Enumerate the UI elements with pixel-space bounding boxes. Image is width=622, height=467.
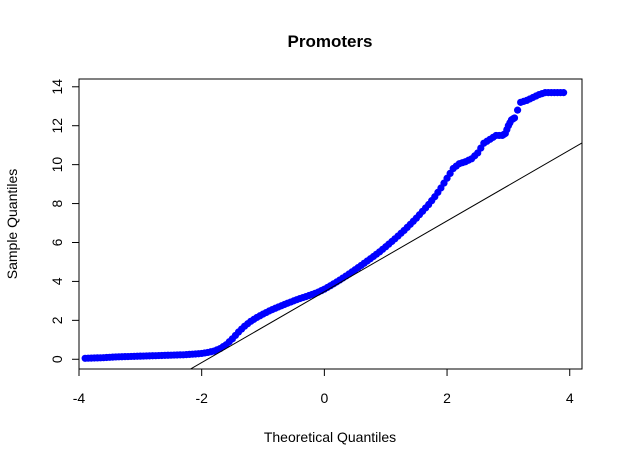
- data-point: [152, 352, 160, 360]
- data-point: [538, 89, 546, 98]
- y-axis-label: Sample Quantiles: [4, 169, 20, 280]
- x-tick-label: -2: [195, 390, 208, 406]
- data-point: [96, 354, 105, 362]
- data-point: [164, 351, 172, 359]
- data-point: [145, 352, 154, 360]
- data-point: [311, 289, 319, 297]
- data-point: [182, 350, 190, 359]
- data-point: [556, 89, 565, 97]
- data-point: [158, 351, 166, 360]
- data-point: [483, 137, 491, 145]
- data-point: [532, 92, 540, 100]
- x-tick-label: 2: [443, 390, 451, 406]
- data-points: [81, 89, 568, 362]
- data-point: [452, 162, 460, 170]
- y-tick-label: 6: [49, 238, 65, 246]
- data-point: [299, 293, 307, 302]
- data-point: [201, 349, 209, 357]
- data-point: [446, 169, 454, 177]
- data-point: [360, 259, 368, 267]
- data-point: [176, 351, 184, 359]
- data-point: [250, 315, 258, 323]
- data-point: [213, 346, 221, 354]
- data-point: [127, 352, 135, 361]
- reference-line: [189, 142, 582, 369]
- chart-title: Promoters: [287, 32, 372, 51]
- data-point: [262, 308, 270, 317]
- data-point: [348, 268, 356, 276]
- data-point: [520, 97, 528, 105]
- y-tick-label: 10: [49, 157, 65, 173]
- data-point: [458, 159, 466, 167]
- data-point: [237, 325, 246, 333]
- data-point: [195, 350, 203, 358]
- data-point: [244, 320, 252, 328]
- data-point: [225, 338, 233, 346]
- reference-line-group: [189, 142, 582, 369]
- data-point: [366, 255, 374, 263]
- data-point: [354, 263, 362, 272]
- data-point: [293, 296, 301, 304]
- y-tick-label: 0: [49, 355, 65, 363]
- x-axis: -4 -2 0 2 4: [73, 368, 574, 406]
- x-tick-label: 4: [566, 390, 574, 406]
- y-tick-label: 12: [49, 118, 65, 134]
- data-point: [464, 156, 473, 164]
- data-point: [103, 353, 111, 362]
- data-point: [121, 353, 129, 361]
- data-point: [421, 204, 430, 212]
- data-point: [207, 348, 215, 356]
- data-point: [139, 352, 148, 360]
- y-tick-label: 2: [49, 316, 65, 324]
- data-point: [503, 126, 511, 134]
- data-point: [477, 144, 485, 152]
- x-axis-label: Theoretical Quantiles: [264, 429, 396, 445]
- data-point: [391, 235, 399, 243]
- data-point: [268, 306, 276, 314]
- x-tick-label: 0: [320, 390, 328, 406]
- data-point: [440, 179, 448, 187]
- data-point: [372, 250, 381, 258]
- data-point: [489, 133, 497, 141]
- y-tick-label: 14: [49, 79, 65, 95]
- data-point: [305, 291, 313, 300]
- y-tick-label: 4: [49, 277, 65, 285]
- data-point: [342, 272, 350, 280]
- data-point: [188, 350, 197, 358]
- data-point: [274, 303, 282, 311]
- data-point: [428, 197, 436, 205]
- data-point: [133, 352, 141, 360]
- y-tick-label: 8: [49, 199, 65, 207]
- data-point: [170, 351, 178, 359]
- y-axis: 0 2 4 6 8 10 12 14: [49, 79, 80, 363]
- data-point: [409, 217, 417, 225]
- data-point: [280, 300, 289, 309]
- data-point: [403, 223, 411, 232]
- data-point: [471, 152, 479, 160]
- data-point: [231, 331, 240, 340]
- data-point: [256, 312, 264, 320]
- data-point: [397, 229, 405, 237]
- data-point: [115, 353, 123, 361]
- data-point: [509, 115, 517, 123]
- data-point: [287, 298, 295, 306]
- data-point: [415, 211, 424, 219]
- data-point: [434, 188, 442, 196]
- x-tick-label: -4: [73, 390, 86, 406]
- data-point: [219, 343, 227, 351]
- data-point: [109, 353, 117, 361]
- data-point: [385, 240, 393, 248]
- data-point: [379, 245, 387, 253]
- data-point: [513, 106, 522, 114]
